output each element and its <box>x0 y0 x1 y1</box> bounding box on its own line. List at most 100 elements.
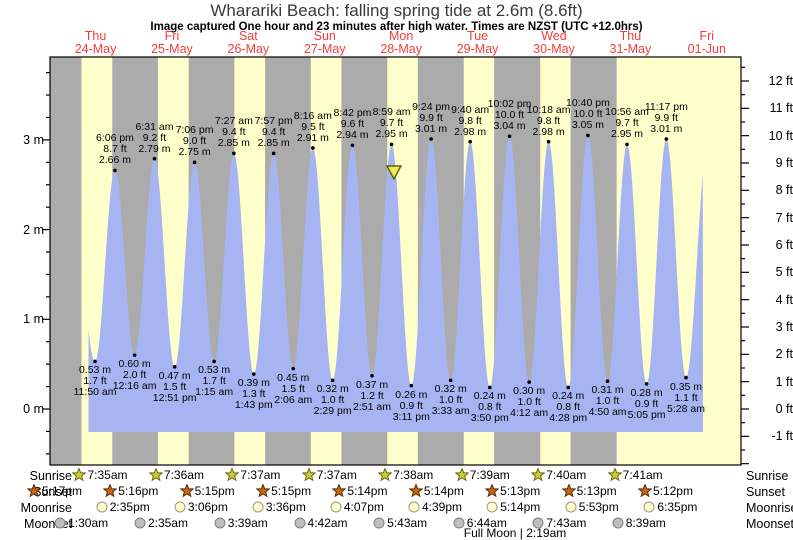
tide-label-line: 2.98 m <box>454 125 487 138</box>
sunrise-star-icon <box>378 468 393 482</box>
tide-point <box>684 375 688 380</box>
tide-label-line: 2:29 pm <box>313 405 352 418</box>
tide-label-line: 4:12 am <box>510 407 549 420</box>
tide-point <box>252 372 256 376</box>
tide-label-line: 1.0 ft <box>517 396 541 409</box>
tide-label-line: 1.7 ft <box>83 375 107 388</box>
low-tide-label: 0.37 m 1.2 ft 2:51 am <box>327 378 417 413</box>
moon-phase-note: Full Moon | 2:19am <box>463 526 567 540</box>
tide-label-line: 0.9 ft <box>634 397 659 410</box>
sunrise-star-icon <box>148 468 163 482</box>
sunset-star-icon <box>332 484 347 498</box>
moonset-time-text: 3:39am <box>227 516 268 530</box>
moonset-time-text: 7:43am <box>546 516 587 530</box>
tide-label-line: 10.0 ft <box>494 109 525 122</box>
sunset-time-text: 5:14pm <box>347 484 388 498</box>
row-label-left-moonrise: Moonrise <box>20 501 72 515</box>
y-axis-right-label: 12 ft <box>768 73 793 88</box>
moonset-moon-icon <box>54 517 66 529</box>
tide-point <box>605 379 610 383</box>
day-weekday: Fri <box>164 29 180 43</box>
tide-label-line: 2.95 m <box>375 128 408 141</box>
high-tide-label: 10:40 pm 10.0 ft 3.05 m <box>543 98 633 131</box>
day-label: Fri 01-Jun <box>669 30 745 56</box>
moonset-moon-icon <box>453 517 465 529</box>
low-tide-label: 0.24 m 0.8 ft 3:50 pm <box>445 391 535 424</box>
high-tide-label: 8:59 am 9.7 ft 2.95 m <box>347 107 437 140</box>
day-date: 29-May <box>456 42 499 56</box>
tide-label-line: 0.9 ft <box>399 399 423 412</box>
tide-label-line: 8:42 pm <box>333 107 372 120</box>
moonrise-time-text: 4:39pm <box>421 500 462 514</box>
moonset-time: 2:35am <box>133 516 188 530</box>
high-tide-label: 9:40 am 9.8 ft 2.98 m <box>425 103 515 138</box>
moonrise-time-text: 5:53pm <box>578 500 619 514</box>
sunrise-time: 7:35am <box>72 468 128 482</box>
tide-point <box>625 142 629 147</box>
moonrise-moon-icon <box>408 501 420 513</box>
moonrise-time-text: 2:35pm <box>109 500 150 514</box>
tide-label-line: 0.32 m <box>316 383 349 396</box>
sunset-star-icon <box>179 484 194 498</box>
day-label: Tue 29-May <box>440 30 516 56</box>
high-tide-label: 11:17 pm 9.9 ft 3.01 m <box>621 102 711 135</box>
tide-label-line: 0.35 m <box>669 380 703 393</box>
moonset-moon-icon <box>373 517 385 529</box>
moonset-time-text: 8:39am <box>625 516 666 530</box>
moonset-time: 4:42am <box>293 516 348 530</box>
high-tide-label: 10:56 am 9.7 ft 2.95 m <box>582 107 672 140</box>
sunrise-time-text: 7:40am <box>546 468 587 482</box>
tide-label-line: 0.26 m <box>395 388 428 401</box>
moonset-time: 1:30am <box>53 516 108 530</box>
tide-label-line: 0.24 m <box>552 390 585 403</box>
tide-label-line: 0.8 ft <box>556 401 580 414</box>
tide-label-line: 0.37 m <box>355 378 389 391</box>
row-label-right-moonrise: Moonrise <box>746 501 793 515</box>
moonrise-time: 4:07pm <box>329 500 384 514</box>
tide-point <box>468 139 472 144</box>
tide-label-line: 0.31 m <box>591 384 624 397</box>
moonrise-time: 5:53pm <box>564 500 619 514</box>
sunrise-time-text: 7:35am <box>87 468 128 482</box>
tide-label-line: 1.0 ft <box>320 394 345 407</box>
tide-label-line: 1.5 ft <box>162 380 187 393</box>
high-tide-label: 9:24 pm 9.9 ft 3.01 m <box>386 102 476 135</box>
chart-subtitle: Image captured One hour and 23 minutes a… <box>150 21 643 33</box>
day-label: Mon 28-May <box>363 30 439 56</box>
moonset-moon-icon <box>612 517 624 529</box>
sunrise-star-icon <box>301 468 316 482</box>
tide-label-line: 9.4 ft <box>222 126 246 139</box>
tide-label-line: 12:16 am <box>112 380 157 393</box>
tide-label-line: 2.95 m <box>610 128 644 141</box>
tide-label-line: 5:05 pm <box>627 408 666 421</box>
y-axis-right-label: 2 ft <box>775 347 793 362</box>
low-tide-label: 0.31 m 1.0 ft 4:50 am <box>563 385 653 418</box>
tide-label-line: 9.8 ft <box>536 114 561 127</box>
tide-point <box>192 160 197 165</box>
tide-label-line: 9:40 am <box>451 103 490 116</box>
y-axis-right-label: 9 ft <box>775 155 793 170</box>
row-label-right-moonset: Moonset <box>746 517 793 531</box>
moonrise-moon-icon <box>252 501 264 513</box>
sunset-time: 5:14pm <box>408 484 464 498</box>
moonset-time-text: 4:42am <box>307 516 348 530</box>
sunset-star-icon <box>26 484 41 498</box>
sunrise-time: 7:37am <box>301 468 357 482</box>
day-weekday: Fri <box>699 29 715 43</box>
tide-label-line: 3:50 pm <box>470 412 509 425</box>
sunset-time-text: 5:15pm <box>271 484 312 498</box>
tide-point <box>370 374 374 378</box>
moonset-moon-icon <box>294 517 306 529</box>
tide-point <box>409 383 414 388</box>
y-axis-right-label: 8 ft <box>775 183 793 198</box>
high-tide-label: 6:06 pm 8.7 ft 2.66 m <box>70 133 160 166</box>
sunset-time-text: 5:13pm <box>500 484 541 498</box>
tide-label-line: 9.8 ft <box>458 114 482 127</box>
day-weekday: Wed <box>541 29 567 43</box>
sunrise-time: 7:38am <box>378 468 433 482</box>
moonrise-time-text: 6:35pm <box>657 500 698 514</box>
low-tide-label: 0.26 m 0.9 ft 3:11 pm <box>366 388 456 423</box>
tide-label-line: 8:59 am <box>372 106 411 119</box>
sunset-star-icon <box>256 484 271 498</box>
tide-label-line: 1.0 ft <box>595 395 620 408</box>
